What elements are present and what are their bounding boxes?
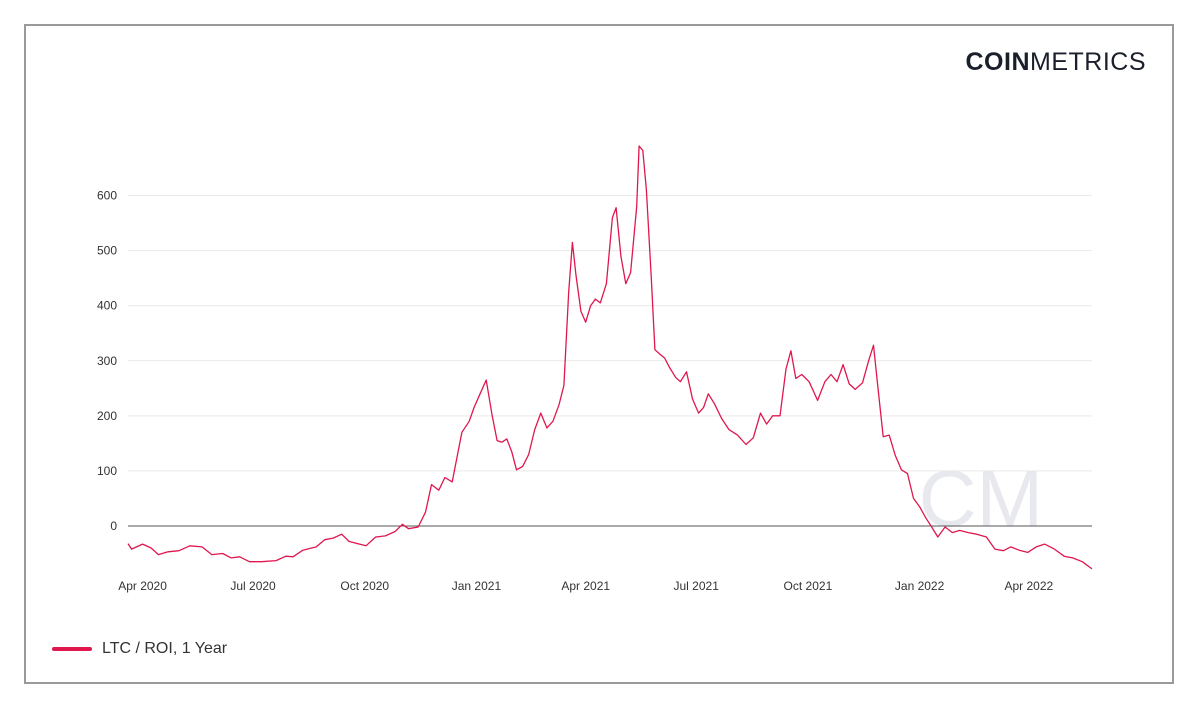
logo-light-text: METRICS bbox=[1030, 48, 1146, 76]
x-tick-label: Oct 2020 bbox=[340, 579, 389, 593]
x-tick-label: Apr 2021 bbox=[561, 579, 610, 593]
y-tick-label: 300 bbox=[97, 354, 117, 368]
y-tick-label: 400 bbox=[97, 299, 117, 313]
x-tick-label: Apr 2022 bbox=[1005, 579, 1054, 593]
y-tick-label: 200 bbox=[97, 409, 117, 423]
y-tick-label: 500 bbox=[97, 244, 117, 258]
chart-frame: COINMETRICS CM 0 100 200 300 400 500 600 Apr 2… bbox=[24, 24, 1174, 684]
legend-label: LTC / ROI, 1 Year bbox=[102, 640, 228, 657]
legend-swatch bbox=[52, 647, 92, 651]
y-tick-label: 100 bbox=[97, 464, 117, 478]
x-tick-label: Oct 2021 bbox=[784, 579, 833, 593]
y-tick-label: 0 bbox=[110, 519, 117, 533]
series-layer bbox=[127, 145, 1093, 570]
x-tick-label: Jul 2021 bbox=[674, 579, 720, 593]
x-tick-label: Jan 2021 bbox=[452, 579, 502, 593]
x-tick-label: Apr 2020 bbox=[118, 579, 167, 593]
series-line-ltc-roi[interactable] bbox=[127, 145, 1093, 570]
cm-watermark: CM bbox=[919, 454, 1043, 543]
logo-bold-text: COIN bbox=[965, 48, 1030, 76]
y-tick-label: 600 bbox=[97, 189, 117, 203]
coinmetrics-logo: COINMETRICS bbox=[966, 48, 1147, 77]
y-axis-tick-labels: 0 100 200 300 400 500 600 bbox=[97, 189, 117, 533]
y-gridlines bbox=[128, 195, 1092, 527]
line-chart: CM 0 100 200 300 400 500 600 Apr 2020 Jul 2020 O… bbox=[97, 145, 1093, 593]
x-tick-label: Jan 2022 bbox=[895, 579, 945, 593]
chart-legend[interactable]: LTC / ROI, 1 Year bbox=[52, 640, 227, 658]
watermark-text: CM bbox=[919, 454, 1043, 543]
x-axis-tick-labels: Apr 2020 Jul 2020 Oct 2020 Jan 2021 Apr 2021… bbox=[118, 579, 1053, 593]
x-tick-label: Jul 2020 bbox=[230, 579, 276, 593]
